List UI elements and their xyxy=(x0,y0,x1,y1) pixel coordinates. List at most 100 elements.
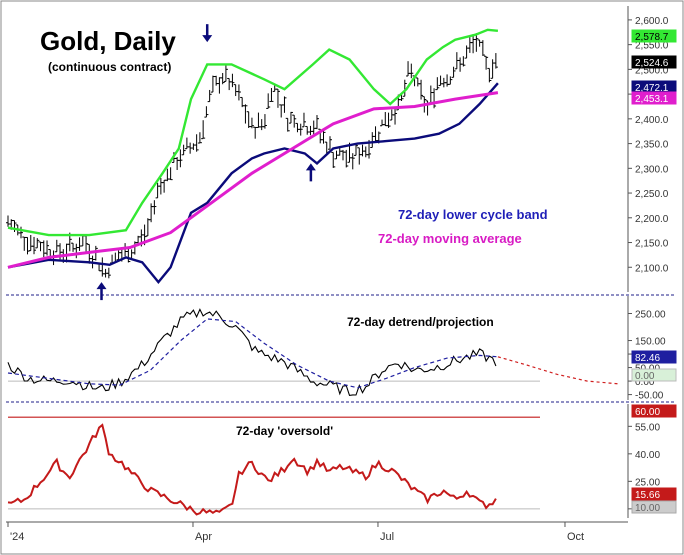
price-bar xyxy=(292,114,297,128)
detrend-axis-tick-label: 150.00 xyxy=(635,337,666,348)
floor-value-label: 10.00 xyxy=(631,500,677,514)
price-axis-tick-label: 2,250.0 xyxy=(635,189,669,200)
moving-average-label: 72-day moving average xyxy=(378,231,522,246)
threshold-value-label: 60.00 xyxy=(631,404,677,418)
price-bar xyxy=(220,72,225,85)
chart-title: Gold, Daily xyxy=(40,26,176,56)
x-axis: '24 Apr Jul Oct xyxy=(6,521,628,543)
price-bar xyxy=(197,132,202,144)
upper-band-value-label: 2,578.7 xyxy=(631,29,677,43)
price-bar xyxy=(269,88,274,102)
chart-subtitle: (continuous contract) xyxy=(48,60,171,74)
oversold-axis-tick-label: 25.00 xyxy=(635,477,660,488)
cycle-arrows xyxy=(96,24,316,301)
down-arrow-icon xyxy=(202,24,213,43)
price-bar xyxy=(448,76,453,85)
lower-band-value-label: 2,472.1 xyxy=(631,80,677,94)
panel-dividers xyxy=(6,294,676,403)
lower-cycle-band-label: 72-day lower cycle band xyxy=(398,207,548,222)
x-tick-label: Oct xyxy=(567,531,584,543)
price-bar xyxy=(236,84,241,101)
detrend-value: 82.46 xyxy=(635,353,660,364)
price-bar xyxy=(301,112,306,128)
price-bar xyxy=(262,114,267,129)
price-bar xyxy=(432,88,437,109)
detrend-panel-title: 72-day detrend/projection xyxy=(347,315,494,329)
detrend-axis-tick-label: 250.00 xyxy=(635,310,666,321)
price-bar xyxy=(243,104,248,124)
price-bar xyxy=(194,134,199,152)
price-bar xyxy=(474,33,479,52)
price-bar xyxy=(249,117,254,129)
price-bar xyxy=(354,143,359,156)
price-bar xyxy=(45,240,50,256)
price-bar xyxy=(106,267,111,279)
price-bar xyxy=(461,56,466,67)
price-bar xyxy=(126,248,131,263)
price-axis-tick-label: 2,550.0 xyxy=(635,41,669,52)
oversold-value: 15.66 xyxy=(635,490,660,501)
price-bar xyxy=(181,144,186,156)
price-bar xyxy=(223,64,228,82)
price-bar xyxy=(419,79,424,100)
price-axis-tick-label: 2,600.0 xyxy=(635,16,669,27)
price-bar xyxy=(168,167,173,181)
price-bar xyxy=(321,130,326,144)
price-bar xyxy=(35,238,40,249)
oversold-axis-tick-label: 55.00 xyxy=(635,422,660,433)
price-bar xyxy=(487,67,492,83)
zero-value-label: 0.00 xyxy=(631,368,677,382)
price-bar xyxy=(402,79,407,97)
price-bar xyxy=(19,226,24,239)
threshold-value: 60.00 xyxy=(635,407,660,418)
upper-cycle-band-line xyxy=(7,28,499,237)
price-bar xyxy=(350,153,355,170)
ma-value: 2,453.1 xyxy=(635,94,669,105)
zero-value: 0.00 xyxy=(635,371,655,382)
price-axis-tick-label: 2,500.0 xyxy=(635,65,669,76)
price-bar xyxy=(285,117,290,132)
floor-value: 10.00 xyxy=(635,503,660,514)
up-arrow-icon xyxy=(96,282,107,301)
price-bar xyxy=(344,149,349,168)
detrend-value-label: 82.46 xyxy=(631,350,677,364)
price-bar xyxy=(288,111,293,124)
price-bar xyxy=(32,236,37,255)
price-axis-tick-label: 2,200.0 xyxy=(635,214,669,225)
price-bar xyxy=(484,55,489,70)
price-bar xyxy=(275,88,280,108)
upper-band-value: 2,578.7 xyxy=(635,32,669,43)
price-axis-tick-label: 2,400.0 xyxy=(635,115,669,126)
price-bar xyxy=(409,63,414,79)
oversold-line xyxy=(7,423,497,516)
price-axis-tick-label: 2,100.0 xyxy=(635,263,669,274)
price-value-label: 2,524.6 xyxy=(631,55,677,69)
oversold-value-label: 15.66 xyxy=(631,487,677,501)
lower-cycle-band-line xyxy=(7,82,499,284)
detrend-axis-tick-label: -50.00 xyxy=(635,391,664,402)
moving-average-line xyxy=(7,91,499,269)
price-bar xyxy=(93,245,98,261)
price-bar xyxy=(298,123,303,136)
oversold-panel-title: 72-day 'oversold' xyxy=(236,424,333,438)
lower-band-value: 2,472.1 xyxy=(635,83,669,94)
detrend-axis-tick-label: 0.00 xyxy=(635,377,655,388)
oversold-axis-tick-label: 40.00 xyxy=(635,450,660,461)
price-panel-axis: 2,600.02,550.02,500.02,450.02,400.02,350… xyxy=(627,6,669,292)
price-bar xyxy=(25,236,30,255)
price-bar xyxy=(327,136,332,150)
price-bar xyxy=(201,120,206,140)
price-bar xyxy=(230,73,235,88)
price-bar xyxy=(207,89,212,103)
price-bar xyxy=(493,53,498,69)
projection-line xyxy=(7,318,498,389)
ma-value-label: 2,453.1 xyxy=(631,91,677,105)
up-arrow-icon xyxy=(305,163,316,182)
x-tick-label: Apr xyxy=(195,531,212,543)
price-bar xyxy=(266,93,271,109)
price-bar xyxy=(152,200,157,215)
x-tick-label: Jul xyxy=(380,531,394,543)
x-tick-label: '24 xyxy=(10,531,24,543)
